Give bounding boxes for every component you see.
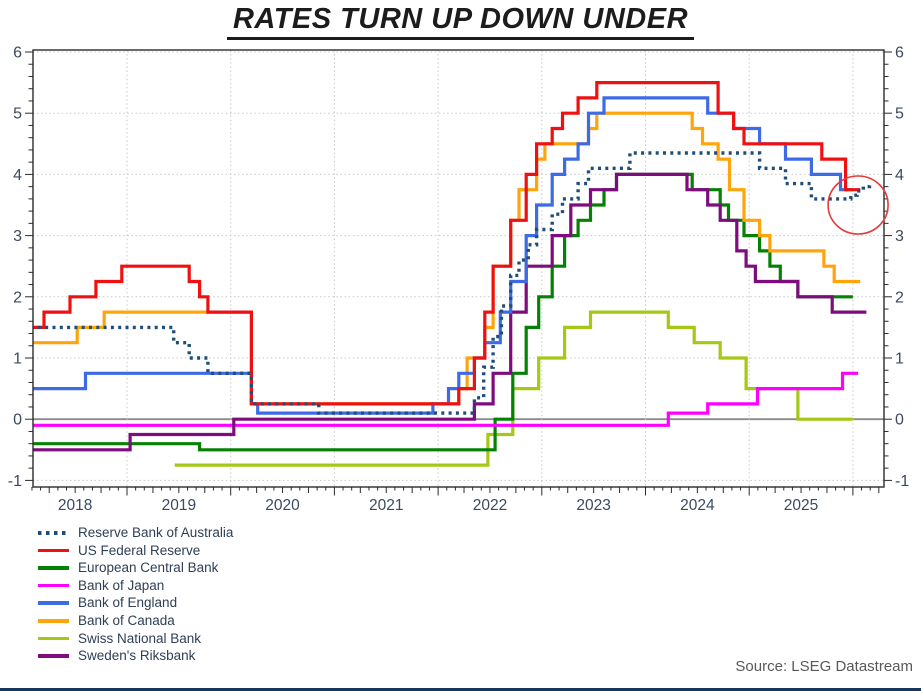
series-us-federal-reserve <box>33 81 861 406</box>
legend-swatch-bank-of-japan <box>38 583 69 588</box>
legend-item-swiss-national-bank: Swiss National Bank <box>38 630 233 648</box>
legend-swatch-swiss-national-bank <box>38 636 69 641</box>
x-tick-label: 2021 <box>369 497 403 514</box>
legend-label: Bank of Japan <box>78 577 165 593</box>
highlight-circle <box>827 175 889 235</box>
title-row: RATES TURN UP DOWN UNDER <box>0 3 921 41</box>
y-tick-label-right: 6 <box>895 45 904 62</box>
series-sweden-s-riksbank <box>33 172 867 452</box>
x-tick-label: 2023 <box>576 497 610 514</box>
y-tick-label-left: 2 <box>13 289 22 306</box>
rates-line-chart: -1 -1 0 0 1 1 2 2 3 3 4 4 5 5 6 6 2018 2019 2020 2021 2022 20… <box>8 45 910 515</box>
legend-label: European Central Bank <box>78 560 219 576</box>
series-lines <box>33 81 872 467</box>
y-tick-label-left: 5 <box>13 106 22 123</box>
footer-divider <box>0 688 921 691</box>
y-tick-label-right: 1 <box>895 351 904 368</box>
series-bank-of-canada <box>33 111 861 406</box>
y-tick-label-left: 4 <box>13 167 22 184</box>
x-tick-label: 2024 <box>680 497 715 514</box>
source-credit: Source: LSEG Datastream <box>735 658 913 675</box>
legend-label: Reserve Bank of Australia <box>78 525 234 541</box>
legend-item-bank-of-canada: Bank of Canada <box>38 612 233 630</box>
y-tick-label-left: 1 <box>13 351 22 368</box>
y-tick-label-left: 3 <box>13 228 22 245</box>
legend-label: US Federal Reserve <box>78 542 201 558</box>
axis-labels: -1 -1 0 0 1 1 2 2 3 3 4 4 5 5 6 6 2018 2019 2020 2021 2022 20… <box>8 45 910 515</box>
chart-legend: Reserve Bank of Australia US Federal Rese… <box>38 524 233 665</box>
legend-swatch-bank-of-england <box>38 601 69 605</box>
legend-swatch-bank-of-canada <box>38 618 69 623</box>
legend-swatch-sweden-s-riksbank <box>38 654 69 658</box>
legend-item-bank-of-england: Bank of England <box>38 594 233 612</box>
y-tick-label-right: 2 <box>895 289 904 306</box>
legend-item-us-federal-reserve: US Federal Reserve <box>38 542 233 560</box>
legend-item-sweden-s-riksbank: Sweden's Riksbank <box>38 647 233 665</box>
legend-label: Bank of Canada <box>78 613 175 629</box>
y-tick-label-right: -1 <box>895 473 909 490</box>
legend-swatch-reserve-bank-of-australia <box>38 531 69 535</box>
legend-item-bank-of-japan: Bank of Japan <box>38 577 233 595</box>
series-european-central-bank <box>33 172 853 452</box>
series-reserve-bank-of-australia <box>33 151 872 415</box>
legend-label: Swiss National Bank <box>78 630 202 646</box>
y-tick-label-right: 4 <box>895 167 904 184</box>
legend-label: Sweden's Riksbank <box>78 648 196 664</box>
y-tick-label-right: 3 <box>895 228 904 245</box>
y-tick-label-left: 6 <box>13 45 22 62</box>
axes <box>25 49 892 496</box>
y-tick-label-right: 0 <box>895 412 904 429</box>
x-tick-label: 2022 <box>473 497 507 514</box>
legend-item-european-central-bank: European Central Bank <box>38 559 233 577</box>
y-tick-label-left: 0 <box>13 412 22 429</box>
x-tick-label: 2020 <box>265 497 300 514</box>
series-bank-of-japan <box>33 371 859 427</box>
legend-item-reserve-bank-of-australia: Reserve Bank of Australia <box>38 524 233 542</box>
legend-label: Bank of England <box>78 595 178 611</box>
x-tick-label: 2025 <box>784 497 818 514</box>
legend-swatch-european-central-bank <box>38 566 69 570</box>
x-tick-label: 2018 <box>58 497 92 514</box>
x-tick-label: 2019 <box>162 497 196 514</box>
chart-title: RATES TURN UP DOWN UNDER <box>226 3 695 41</box>
y-tick-label-right: 5 <box>895 106 904 123</box>
legend-swatch-us-federal-reserve <box>38 548 69 553</box>
y-tick-label-left: -1 <box>8 473 22 490</box>
